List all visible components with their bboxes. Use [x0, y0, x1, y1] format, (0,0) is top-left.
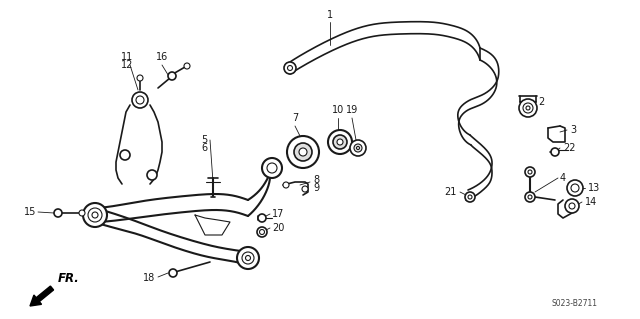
- Circle shape: [242, 252, 254, 264]
- Circle shape: [350, 140, 366, 156]
- Text: 11: 11: [121, 52, 133, 62]
- Circle shape: [92, 212, 98, 218]
- Text: 22: 22: [563, 143, 575, 153]
- Circle shape: [79, 210, 85, 216]
- Circle shape: [551, 148, 559, 156]
- Text: 3: 3: [570, 125, 576, 135]
- Circle shape: [267, 163, 277, 173]
- Text: 2: 2: [538, 97, 544, 107]
- Circle shape: [184, 63, 190, 69]
- Text: S023-B2711: S023-B2711: [552, 299, 598, 308]
- Circle shape: [528, 170, 532, 174]
- Text: 13: 13: [588, 183, 600, 193]
- Text: 20: 20: [272, 223, 284, 233]
- Text: 16: 16: [156, 52, 168, 62]
- Text: 15: 15: [24, 207, 36, 217]
- Circle shape: [147, 170, 157, 180]
- FancyArrow shape: [30, 286, 54, 306]
- Text: 9: 9: [313, 183, 319, 193]
- Text: 7: 7: [292, 113, 298, 123]
- Circle shape: [528, 195, 532, 199]
- Circle shape: [283, 182, 289, 188]
- Circle shape: [136, 96, 144, 104]
- Text: 14: 14: [585, 197, 597, 207]
- Text: 8: 8: [313, 175, 319, 185]
- Circle shape: [83, 203, 107, 227]
- Text: 1: 1: [327, 10, 333, 20]
- Circle shape: [356, 146, 360, 150]
- Text: FR.: FR.: [58, 272, 80, 285]
- Circle shape: [523, 103, 533, 113]
- Circle shape: [169, 269, 177, 277]
- Circle shape: [565, 199, 579, 213]
- Text: 6: 6: [201, 143, 207, 153]
- Circle shape: [571, 184, 579, 192]
- Circle shape: [287, 65, 292, 70]
- Circle shape: [354, 144, 362, 152]
- Circle shape: [287, 136, 319, 168]
- Text: 17: 17: [272, 209, 284, 219]
- Text: 21: 21: [445, 187, 457, 197]
- Circle shape: [257, 227, 267, 237]
- Circle shape: [262, 158, 282, 178]
- Circle shape: [337, 139, 343, 145]
- Circle shape: [246, 256, 250, 261]
- Circle shape: [569, 203, 575, 209]
- Circle shape: [519, 99, 537, 117]
- Circle shape: [525, 192, 535, 202]
- Text: 4: 4: [560, 173, 566, 183]
- Circle shape: [88, 208, 102, 222]
- Circle shape: [294, 143, 312, 161]
- Circle shape: [284, 62, 296, 74]
- Circle shape: [258, 214, 266, 222]
- Text: 10: 10: [332, 105, 344, 115]
- Circle shape: [299, 148, 307, 156]
- Circle shape: [237, 247, 259, 269]
- Circle shape: [468, 195, 472, 199]
- Circle shape: [54, 209, 62, 217]
- Circle shape: [525, 167, 535, 177]
- Circle shape: [328, 130, 352, 154]
- Circle shape: [168, 72, 176, 80]
- Circle shape: [120, 150, 130, 160]
- Text: 18: 18: [143, 273, 155, 283]
- Text: 12: 12: [121, 60, 133, 70]
- Circle shape: [526, 106, 530, 110]
- Circle shape: [567, 180, 583, 196]
- Text: 19: 19: [346, 105, 358, 115]
- Circle shape: [137, 75, 143, 81]
- Text: 5: 5: [201, 135, 207, 145]
- Circle shape: [465, 192, 475, 202]
- Circle shape: [302, 186, 308, 192]
- Circle shape: [132, 92, 148, 108]
- Circle shape: [333, 135, 347, 149]
- Circle shape: [259, 229, 264, 234]
